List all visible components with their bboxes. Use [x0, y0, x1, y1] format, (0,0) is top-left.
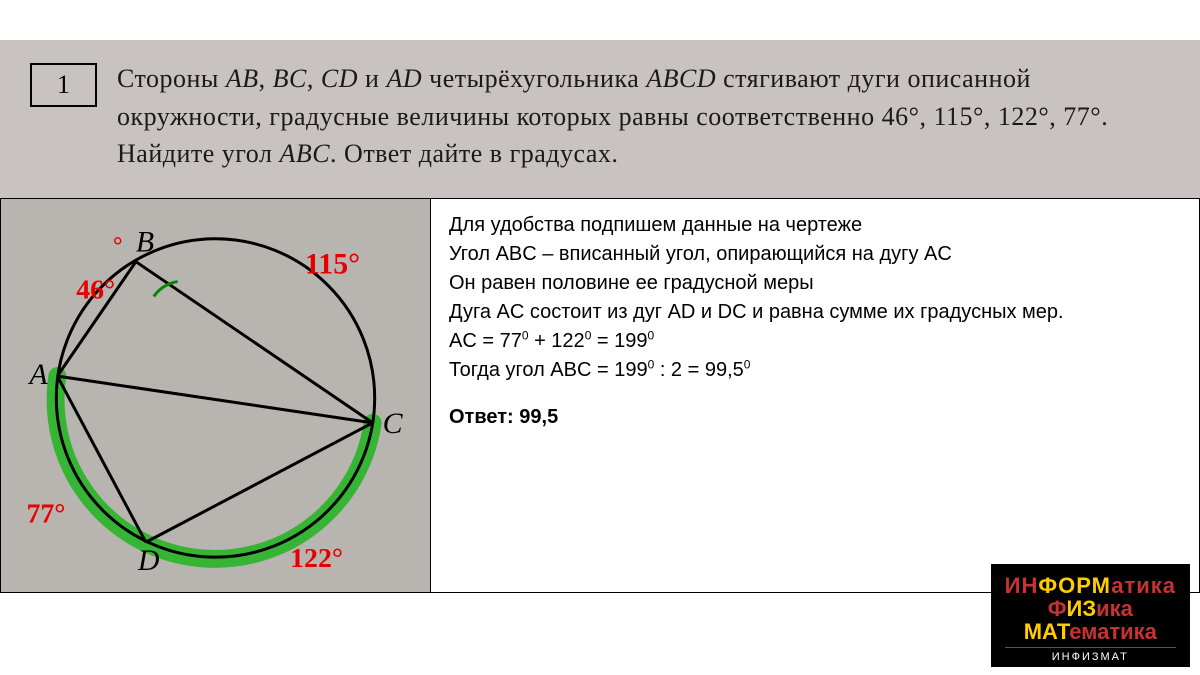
text: , — [307, 64, 321, 93]
var-CD: CD — [321, 64, 358, 93]
top-spacer — [0, 0, 1200, 40]
answer: Ответ: 99,5 — [449, 403, 1181, 432]
var-BC: BC — [273, 64, 307, 93]
text: четырёхугольника — [422, 64, 646, 93]
answer-value: 99,5 — [519, 406, 558, 428]
var-AD: AD — [386, 64, 422, 93]
svg-text:D: D — [137, 544, 160, 577]
geometry-diagram: A B C D 46° ° 115° 77° 122° — [1, 199, 430, 592]
logo-subtitle: ИНФИЗМАТ — [1005, 647, 1176, 663]
text: AC = 77 — [449, 330, 522, 352]
text: = 199 — [591, 330, 647, 352]
svg-text:C: C — [383, 407, 404, 440]
solution-line: Угол ABC – вписанный угол, опирающийся н… — [449, 240, 1181, 269]
solution-line: Дуга AC состоит из дуг AD и DC и равна с… — [449, 298, 1181, 327]
logo-line-3: МАТематика — [1005, 620, 1176, 643]
text: + 122 — [529, 330, 585, 352]
svg-text:122°: 122° — [290, 543, 343, 574]
svg-text:46°: 46° — [76, 275, 115, 306]
svg-text:115°: 115° — [305, 248, 360, 281]
svg-text:B: B — [136, 226, 154, 259]
text: Тогда угол ABC = 199 — [449, 359, 648, 381]
var-AB: AB — [226, 64, 259, 93]
logo-line-2: ФИЗика — [1005, 597, 1176, 620]
text: Стороны — [117, 64, 226, 93]
solution-text: Для удобства подпишем данные на чертеже … — [431, 199, 1199, 592]
solution-calc: Тогда угол ABC = 1990 : 2 = 99,50 — [449, 356, 1181, 385]
svg-text:°: ° — [113, 234, 123, 260]
problem-statement: 1 Стороны AB, BC, CD и AD четырёхугольни… — [0, 40, 1200, 198]
text: и — [358, 64, 386, 93]
problem-text: Стороны AB, BC, CD и AD четырёхугольника… — [117, 60, 1170, 173]
problem-number: 1 — [30, 63, 97, 107]
var-ABC: ABC — [279, 139, 330, 168]
text: : 2 = 99,5 — [654, 359, 744, 381]
text: . Ответ дайте в градусах. — [330, 139, 618, 168]
svg-text:77°: 77° — [26, 498, 65, 529]
svg-text:A: A — [27, 358, 48, 391]
logo-line-1: ИНФОРМатика — [1005, 574, 1176, 597]
answer-label: Ответ: — [449, 406, 519, 428]
solution-container: A B C D 46° ° 115° 77° 122° Для удобства подпише… — [0, 198, 1200, 593]
text: , — [259, 64, 273, 93]
diagram-cell: A B C D 46° ° 115° 77° 122° — [1, 199, 431, 592]
solution-line: Он равен половине ее градусной меры — [449, 269, 1181, 298]
solution-calc: AC = 770 + 1220 = 1990 — [449, 327, 1181, 356]
var-ABCD: ABCD — [646, 64, 716, 93]
solution-line: Для удобства подпишем данные на чертеже — [449, 211, 1181, 240]
logo: ИНФОРМатика ФИЗика МАТематика ИНФИЗМАТ — [991, 564, 1190, 667]
